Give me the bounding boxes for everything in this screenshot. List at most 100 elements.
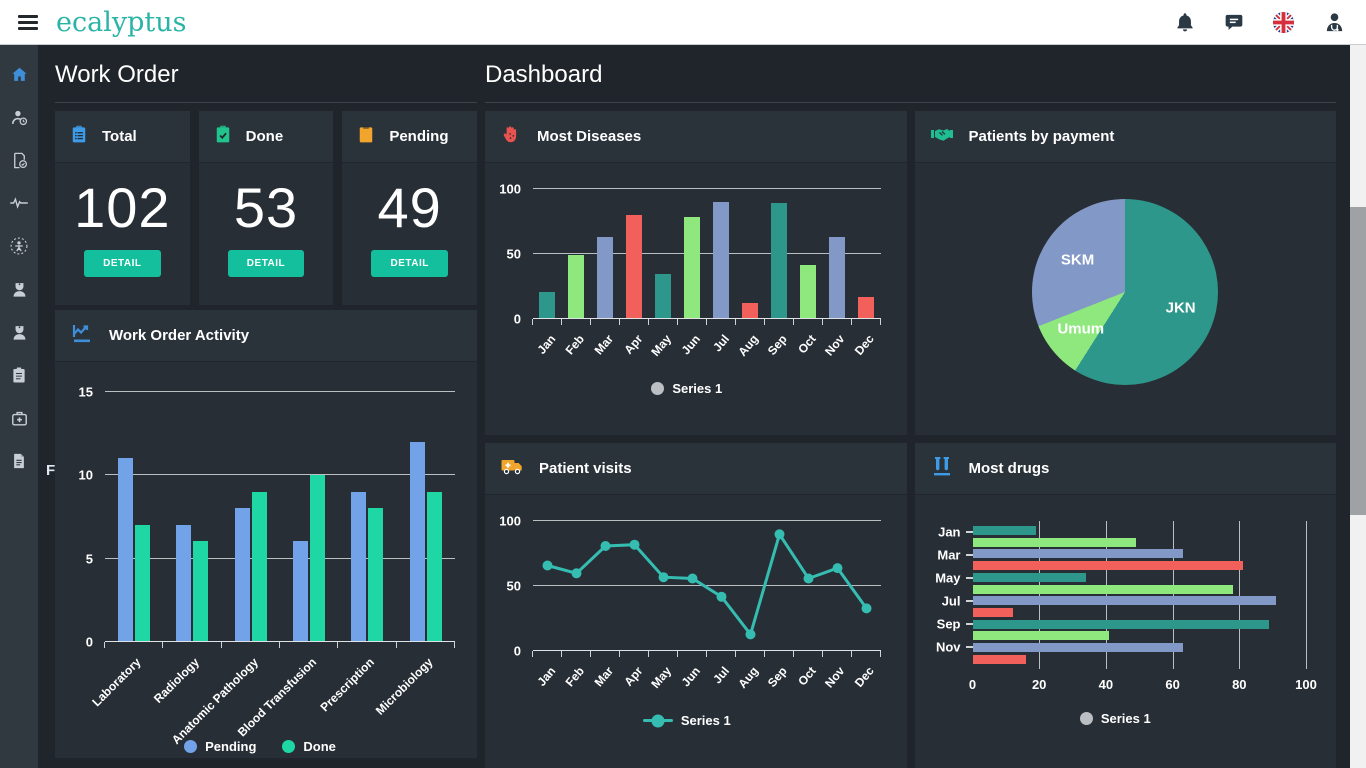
sidebar-item-body-checkup[interactable] [0,227,38,270]
x-axis-label: Feb [562,332,588,358]
axis-tick [560,319,562,325]
bar-row [972,643,1307,653]
axis-tick [676,651,678,657]
x-axis-label: Feb [562,664,588,690]
stat-cards-row: Total 102 DETAIL Done 53 DETAIL [55,111,477,305]
bar-group [280,392,338,641]
axis-tick [792,651,794,657]
stat-card-pending: Pending 49 DETAIL [342,111,477,305]
bar-group [222,392,280,641]
axis-tick [676,319,678,325]
x-axis-label: Sep [764,332,790,358]
stat-value: 102 [74,176,171,239]
bar-done [251,491,267,641]
gridline [1172,521,1174,669]
most-drugs-chart: Jan Mar May Jul Sep Nov 0 20 40 60 80 100 Series 1 [915,495,1337,726]
bar-pending [409,441,425,641]
x-axis-label: Mar [591,332,617,358]
legend-item: Series 1 [651,381,722,396]
sidebar-overflow-label: F [46,462,56,479]
x-axis-ticks [532,651,881,657]
sidebar-item-patient[interactable] [0,98,38,141]
profile-doctor-icon[interactable] [1323,11,1346,34]
sidebar-item-clipboard[interactable] [0,356,38,399]
y-axis-label: Sep [936,616,961,632]
scrollbar-thumb[interactable] [1350,207,1366,515]
bar-jun [684,217,701,318]
stat-card-total: Total 102 DETAIL [55,111,190,305]
sidebar-item-registration[interactable] [0,141,38,184]
language-uk-flag-icon[interactable] [1272,11,1295,34]
bar-slot [591,189,620,318]
axis-tick [763,319,765,325]
axis-tick [454,642,455,648]
bar-apr [626,214,643,318]
detail-button-pending[interactable]: DETAIL [371,250,448,277]
axis-tick [560,651,562,657]
handshake-icon [930,122,954,151]
bar-done [426,491,442,641]
x-axis-label: Nov [822,664,848,691]
pie-slice-label-umum: Umum [1057,320,1105,338]
bar-slot [533,189,562,318]
sidebar-item-vitals[interactable] [0,184,38,227]
gridline [105,391,455,392]
pie-slice-label-jkn: JKN [1165,299,1196,317]
gridline [1239,521,1241,669]
bar-jan [972,526,1036,535]
axis-tick [395,642,397,648]
menu-toggle-button[interactable] [18,12,38,33]
chart-legend: Series 1 [925,701,1307,726]
nurse-icon [10,323,29,347]
axis-tick [965,576,973,579]
notifications-bell-icon[interactable] [1174,11,1196,33]
stat-value: 53 [233,176,299,239]
y-axis-tick-label: 0 [513,643,521,659]
detail-button-total[interactable]: DETAIL [84,250,161,277]
messages-chat-icon[interactable] [1224,12,1244,32]
sidebar-item-medical-kit[interactable] [0,399,38,442]
bar-oct [972,631,1110,641]
legend-item: Series 1 [1079,711,1151,726]
panel-title: Most Diseases [537,128,642,145]
x-axis-tick-label: 100 [1295,677,1317,692]
scrollbar-track[interactable] [1350,45,1366,768]
plot-area [105,391,455,642]
bar-done [368,508,384,641]
legend-item: Pending [184,739,256,754]
panel-header: Most Diseases [485,111,907,163]
app-logo[interactable]: ecalyptus [56,6,187,38]
sidebar-item-home[interactable] [0,55,38,98]
sidebar-item-report[interactable] [0,442,38,485]
sidebar-item-midwife[interactable] [0,313,38,356]
bar-feb [568,254,585,318]
bar-row [972,619,1307,629]
clipboard-list-icon [10,366,28,389]
axis-tick [618,319,620,325]
bar-slot [736,189,765,318]
axis-tick [965,599,973,602]
y-axis-label: Jul [941,593,961,609]
bar-row [972,654,1307,664]
axis-tick [532,651,533,657]
bar-row [972,596,1307,606]
x-axis-tick-label: 60 [1165,677,1180,692]
sidebar-item-nurse[interactable] [0,270,38,313]
patient-clock-icon [10,108,29,132]
panel-header: Most drugs [914,443,1336,495]
y-axis-tick-label: 0 [513,311,521,327]
stat-label: Total [102,128,137,145]
axis-tick [647,319,649,325]
legend-marker [1079,712,1093,725]
bar-slot [620,189,649,318]
axis-tick [532,319,533,325]
detail-button-done[interactable]: DETAIL [227,250,305,277]
bar-row [972,608,1307,618]
axis-tick [879,319,881,325]
y-axis-tick-label: 100 [499,181,521,197]
axis-tick [821,651,823,657]
gridline [105,474,455,476]
axis-tick [965,530,973,533]
bar-pending [118,458,134,641]
axis-tick [965,622,973,625]
